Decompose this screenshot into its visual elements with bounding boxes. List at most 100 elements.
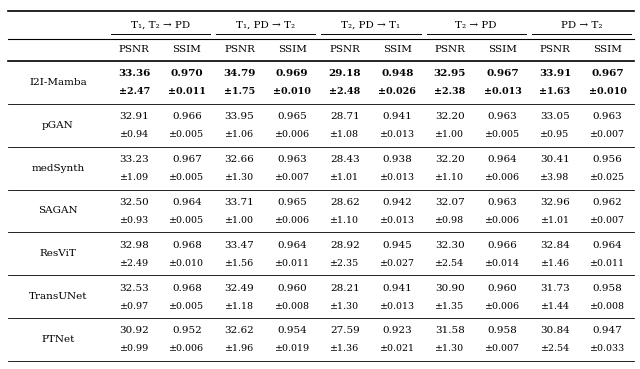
Text: ±0.006: ±0.006 (170, 345, 204, 354)
Text: ±0.011: ±0.011 (168, 87, 206, 96)
Text: ±1.08: ±1.08 (330, 130, 359, 139)
Text: 32.50: 32.50 (120, 198, 149, 207)
Text: 0.960: 0.960 (277, 284, 307, 293)
Text: 0.942: 0.942 (383, 198, 412, 207)
Text: ±1.96: ±1.96 (225, 345, 254, 354)
Text: 0.958: 0.958 (488, 327, 517, 335)
Text: 32.20: 32.20 (435, 112, 465, 121)
Text: 30.92: 30.92 (120, 327, 149, 335)
Text: ±0.026: ±0.026 (378, 87, 416, 96)
Text: ±0.010: ±0.010 (589, 87, 627, 96)
Text: ±2.49: ±2.49 (120, 259, 149, 268)
Text: ±0.013: ±0.013 (380, 130, 415, 139)
Text: ±0.005: ±0.005 (170, 216, 204, 225)
Text: ±1.00: ±1.00 (225, 216, 254, 225)
Text: SSIM: SSIM (172, 45, 202, 55)
Text: ±2.54: ±2.54 (541, 345, 570, 354)
Text: ±0.93: ±0.93 (120, 216, 149, 225)
Text: ±0.006: ±0.006 (485, 173, 520, 182)
Text: 0.960: 0.960 (488, 284, 517, 293)
Text: ±0.007: ±0.007 (590, 130, 625, 139)
Text: ±0.94: ±0.94 (120, 130, 149, 139)
Text: ±0.013: ±0.013 (380, 173, 415, 182)
Text: 33.95: 33.95 (225, 112, 254, 121)
Text: SSIM: SSIM (593, 45, 622, 55)
Text: ±0.033: ±0.033 (590, 345, 625, 354)
Text: SSIM: SSIM (383, 45, 412, 55)
Text: 32.91: 32.91 (120, 112, 149, 121)
Text: ±1.09: ±1.09 (120, 173, 149, 182)
Text: 33.47: 33.47 (225, 241, 254, 250)
Text: ±0.007: ±0.007 (275, 173, 310, 182)
Text: PSNR: PSNR (540, 45, 570, 55)
Text: ±0.010: ±0.010 (273, 87, 311, 96)
Text: ±0.019: ±0.019 (275, 345, 310, 354)
Text: 0.963: 0.963 (488, 112, 517, 121)
Text: TransUNet: TransUNet (29, 292, 87, 301)
Text: 0.962: 0.962 (593, 198, 623, 207)
Text: SAGAN: SAGAN (38, 207, 78, 215)
Text: ±1.36: ±1.36 (330, 345, 359, 354)
Text: ±2.38: ±2.38 (435, 87, 465, 96)
Text: ±0.025: ±0.025 (590, 173, 625, 182)
Text: 0.966: 0.966 (172, 112, 202, 121)
Text: 0.965: 0.965 (277, 112, 307, 121)
Text: ResViT: ResViT (40, 249, 76, 258)
Text: PSNR: PSNR (224, 45, 255, 55)
Text: 0.958: 0.958 (593, 284, 623, 293)
Text: 32.98: 32.98 (120, 241, 149, 250)
Text: 0.968: 0.968 (172, 241, 202, 250)
Text: ±0.014: ±0.014 (485, 259, 520, 268)
Text: 32.84: 32.84 (540, 241, 570, 250)
Text: ±1.35: ±1.35 (435, 301, 465, 311)
Text: ±0.005: ±0.005 (485, 130, 520, 139)
Text: SSIM: SSIM (488, 45, 517, 55)
Text: ±0.006: ±0.006 (275, 216, 310, 225)
Text: ±0.008: ±0.008 (275, 301, 310, 311)
Text: PSNR: PSNR (435, 45, 465, 55)
Text: ±1.18: ±1.18 (225, 301, 254, 311)
Text: 28.71: 28.71 (330, 112, 360, 121)
Text: 32.49: 32.49 (225, 284, 254, 293)
Text: pGAN: pGAN (42, 121, 74, 130)
Text: 33.05: 33.05 (540, 112, 570, 121)
Text: T₂ → PD: T₂ → PD (456, 21, 497, 30)
Text: 33.71: 33.71 (225, 198, 254, 207)
Text: 0.967: 0.967 (591, 69, 624, 78)
Text: 0.967: 0.967 (486, 69, 519, 78)
Text: 0.964: 0.964 (593, 241, 623, 250)
Text: ±1.10: ±1.10 (435, 173, 465, 182)
Text: 0.945: 0.945 (383, 241, 412, 250)
Text: 31.58: 31.58 (435, 327, 465, 335)
Text: ±0.007: ±0.007 (485, 345, 520, 354)
Text: 0.968: 0.968 (172, 284, 202, 293)
Text: ±0.013: ±0.013 (380, 301, 415, 311)
Text: 30.90: 30.90 (435, 284, 465, 293)
Text: 30.84: 30.84 (540, 327, 570, 335)
Text: 0.963: 0.963 (277, 155, 307, 164)
Text: ±0.011: ±0.011 (275, 259, 310, 268)
Text: 0.964: 0.964 (172, 198, 202, 207)
Text: ±1.30: ±1.30 (225, 173, 254, 182)
Text: 28.92: 28.92 (330, 241, 360, 250)
Text: ±0.97: ±0.97 (120, 301, 149, 311)
Text: medSynth: medSynth (31, 163, 84, 173)
Text: ±0.021: ±0.021 (380, 345, 415, 354)
Text: ±1.56: ±1.56 (225, 259, 254, 268)
Text: ±0.95: ±0.95 (540, 130, 570, 139)
Text: ±1.00: ±1.00 (435, 130, 465, 139)
Text: ±2.35: ±2.35 (330, 259, 359, 268)
Text: 0.967: 0.967 (172, 155, 202, 164)
Text: T₁, PD → T₂: T₁, PD → T₂ (236, 21, 296, 30)
Text: ±0.99: ±0.99 (120, 345, 149, 354)
Text: 32.20: 32.20 (435, 155, 465, 164)
Text: 0.966: 0.966 (488, 241, 517, 250)
Text: 0.964: 0.964 (488, 155, 517, 164)
Text: I2I-Mamba: I2I-Mamba (29, 78, 87, 87)
Text: 0.941: 0.941 (383, 284, 412, 293)
Text: ±1.01: ±1.01 (541, 216, 570, 225)
Text: 30.41: 30.41 (540, 155, 570, 164)
Text: ±2.48: ±2.48 (329, 87, 360, 96)
Text: 32.95: 32.95 (434, 69, 466, 78)
Text: 32.07: 32.07 (435, 198, 465, 207)
